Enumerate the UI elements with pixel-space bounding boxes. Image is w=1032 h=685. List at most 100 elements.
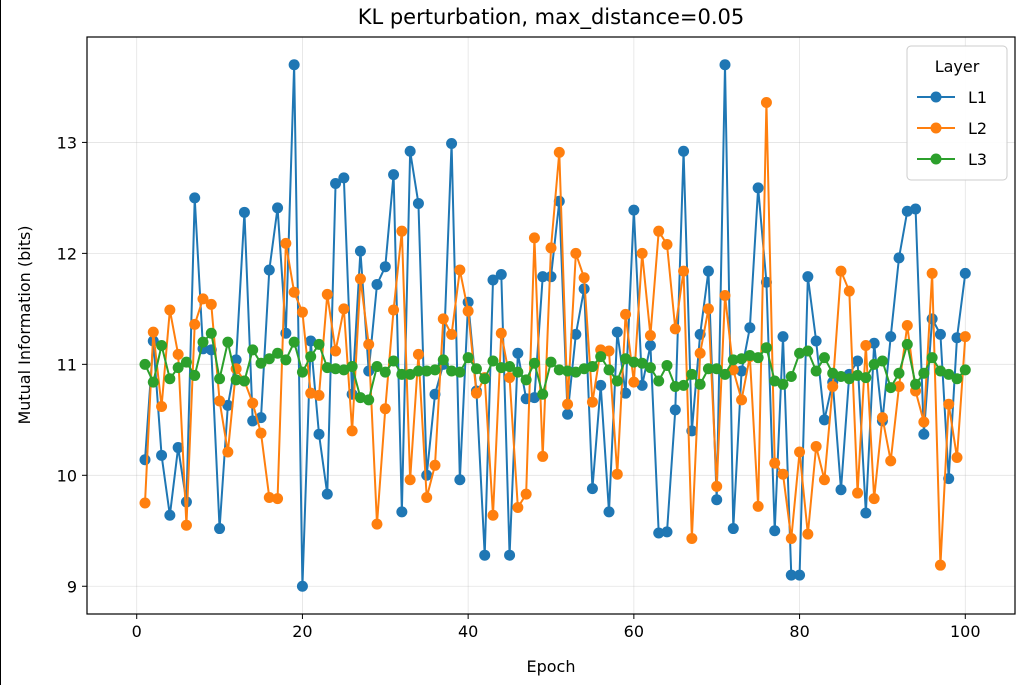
data-point-l1 — [620, 387, 632, 399]
data-point-l2 — [653, 225, 665, 237]
data-point-l3 — [752, 352, 764, 364]
data-point-l1 — [785, 569, 797, 581]
data-point-l2 — [321, 288, 333, 300]
legend-label-l2: L2 — [968, 119, 987, 138]
data-point-l2 — [611, 468, 623, 480]
data-point-l1 — [388, 169, 400, 181]
data-point-l2 — [512, 501, 524, 513]
data-point-l1 — [305, 335, 317, 347]
data-point-l1 — [139, 454, 151, 466]
legend-marker-l3 — [930, 153, 942, 165]
legend-label-l1: L1 — [968, 88, 987, 107]
data-point-l3 — [462, 352, 474, 364]
data-point-l1 — [412, 197, 424, 209]
data-point-l2 — [777, 468, 789, 480]
chart-title: KL perturbation, max_distance=0.05 — [358, 5, 745, 30]
data-point-l2 — [388, 304, 400, 316]
data-point-l1 — [570, 328, 582, 340]
data-point-l1 — [421, 469, 433, 481]
data-point-l1 — [669, 404, 681, 416]
data-point-l1 — [396, 506, 408, 518]
legend: Layer L1 L2 L3 — [906, 45, 1008, 181]
data-point-l3 — [595, 351, 607, 363]
data-point-l2 — [918, 416, 930, 428]
data-point-l3 — [520, 374, 532, 386]
data-point-l1 — [263, 264, 275, 276]
data-point-l3 — [744, 349, 756, 361]
data-point-l2 — [876, 412, 888, 424]
data-point-l2 — [843, 285, 855, 297]
data-point-l1 — [852, 355, 864, 367]
data-point-l2 — [644, 329, 656, 341]
data-point-l2 — [330, 345, 342, 357]
data-point-l2 — [562, 398, 574, 410]
series-l1 — [139, 59, 971, 592]
axes: 0 20 40 60 80 100 9 10 11 12 13 — [57, 133, 981, 641]
data-point-l1 — [214, 523, 226, 535]
data-point-l2 — [313, 389, 325, 401]
data-point-l1 — [736, 365, 748, 377]
data-point-l2 — [470, 387, 482, 399]
series-line-l2 — [144, 101, 967, 567]
data-point-l2 — [835, 265, 847, 277]
data-point-l1 — [189, 192, 201, 204]
data-point-l3 — [230, 374, 242, 386]
data-point-l3 — [553, 364, 565, 376]
data-point-l2 — [346, 425, 358, 437]
data-point-l3 — [272, 347, 284, 359]
series-line-l1 — [144, 63, 967, 588]
data-point-l2 — [338, 303, 350, 315]
data-point-l2 — [661, 238, 673, 250]
x-tick-label: 0 — [132, 622, 142, 641]
data-point-l1 — [918, 428, 930, 440]
data-point-l2 — [545, 242, 557, 254]
data-point-l3 — [918, 367, 930, 379]
data-point-l2 — [901, 320, 913, 331]
y-tick-label: 9 — [67, 577, 77, 596]
data-point-l1 — [885, 331, 897, 343]
data-point-l2 — [934, 559, 946, 571]
data-point-l3 — [247, 344, 259, 356]
legend-title: Layer — [935, 57, 980, 76]
data-point-l3 — [354, 392, 366, 404]
data-point-l3 — [537, 388, 549, 400]
data-point-l1 — [727, 523, 739, 535]
data-point-l2 — [926, 267, 938, 279]
data-point-l3 — [959, 364, 971, 376]
data-point-l2 — [296, 306, 308, 318]
data-point-l2 — [487, 509, 499, 521]
data-point-l1 — [860, 507, 872, 519]
data-point-l2 — [951, 452, 963, 464]
data-point-l3 — [785, 371, 797, 383]
data-point-l2 — [678, 265, 690, 277]
y-tick-label: 11 — [57, 355, 77, 374]
data-point-l1 — [611, 326, 623, 338]
data-point-l2 — [694, 347, 706, 359]
data-point-l2 — [214, 395, 226, 407]
data-point-l3 — [777, 378, 789, 390]
data-point-l2 — [247, 397, 259, 409]
data-point-l1 — [313, 428, 325, 440]
data-point-l1 — [512, 347, 524, 359]
data-point-l2 — [454, 264, 466, 276]
data-point-l3 — [404, 368, 416, 380]
data-point-l3 — [446, 365, 458, 377]
series-layer — [139, 59, 971, 592]
data-point-l1 — [446, 138, 458, 150]
data-point-l3 — [876, 355, 888, 367]
data-point-l3 — [288, 336, 300, 348]
data-point-l3 — [868, 358, 880, 370]
data-point-l1 — [934, 328, 946, 340]
y-tick-label: 12 — [57, 244, 77, 263]
data-point-l3 — [818, 352, 830, 364]
data-point-l1 — [794, 569, 806, 581]
data-point-l1 — [951, 332, 963, 344]
data-point-l3 — [628, 356, 640, 368]
data-point-l1 — [653, 527, 665, 539]
data-point-l1 — [487, 274, 499, 286]
data-point-l2 — [180, 519, 192, 531]
data-point-l1 — [719, 59, 731, 71]
data-point-l1 — [586, 483, 598, 495]
data-point-l3 — [487, 355, 499, 367]
data-point-l2 — [404, 474, 416, 486]
